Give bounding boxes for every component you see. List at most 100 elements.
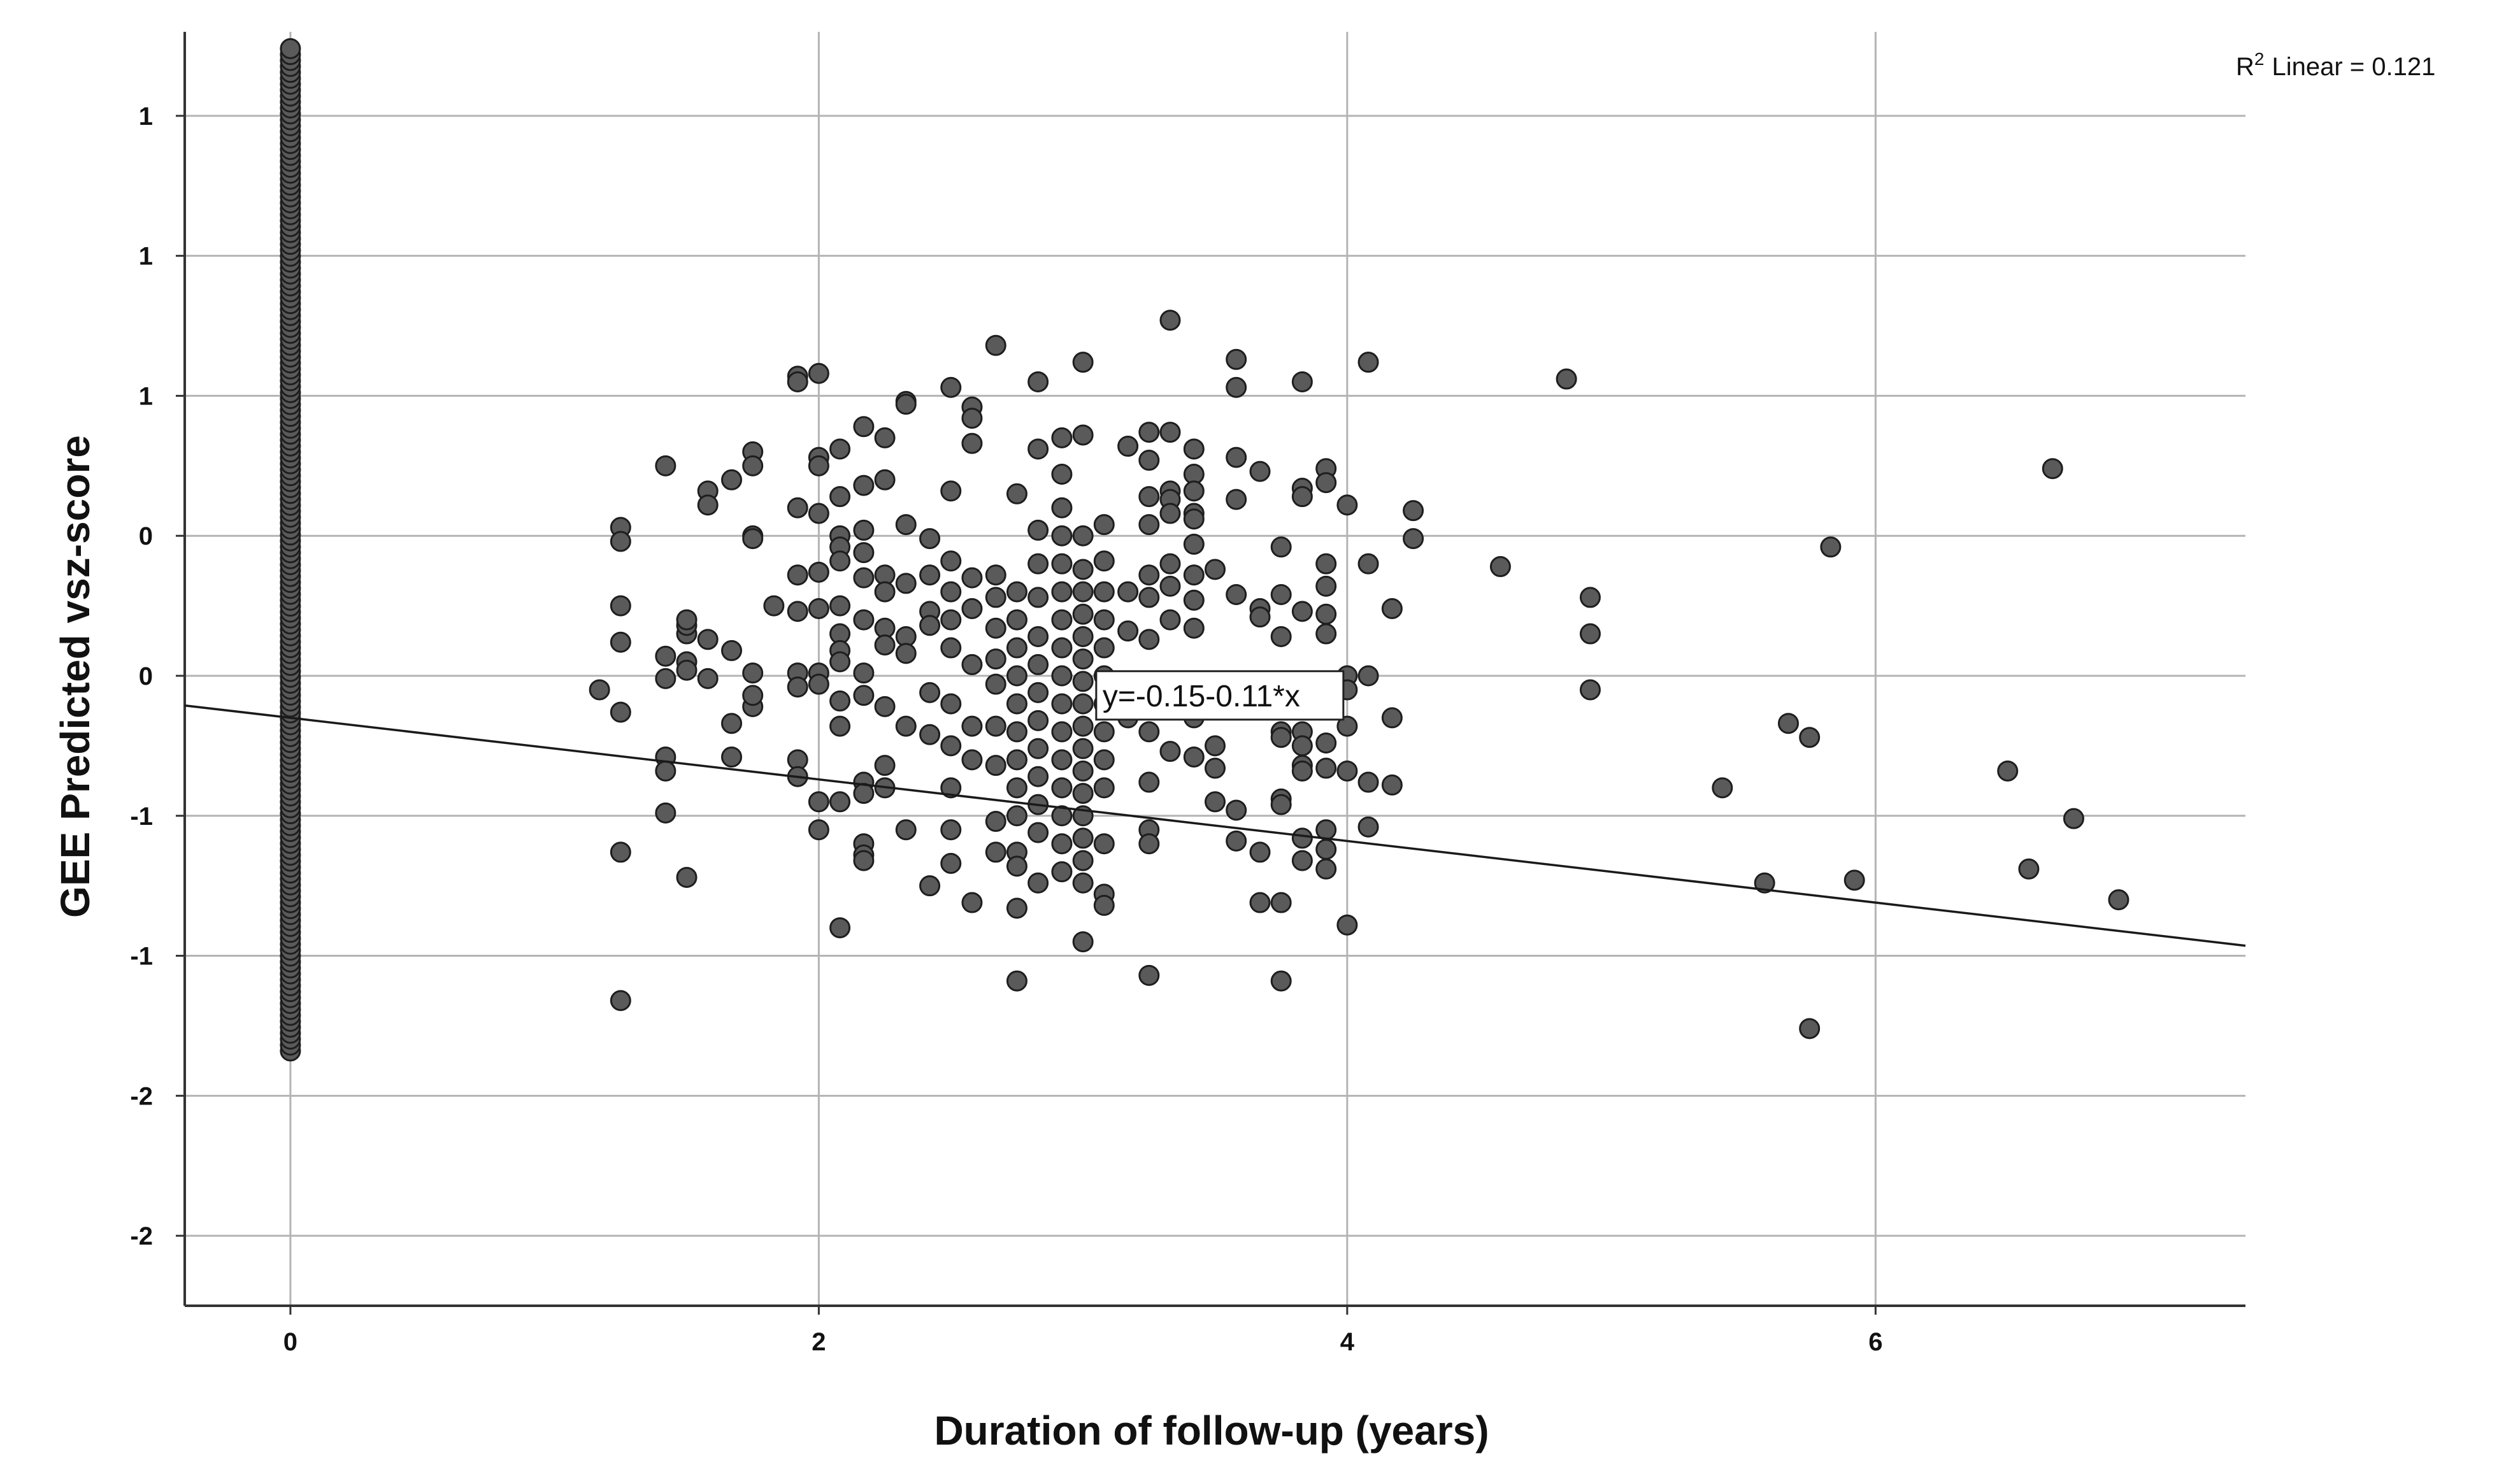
data-point (1072, 352, 1094, 373)
data-point (853, 783, 875, 804)
data-point (1381, 707, 1403, 729)
data-point (985, 673, 1006, 695)
data-point (1027, 519, 1049, 541)
data-point (610, 841, 631, 863)
data-point (1117, 620, 1139, 642)
data-point (610, 531, 631, 552)
data-point (1249, 461, 1271, 482)
data-point (1357, 553, 1379, 575)
data-point (1315, 603, 1337, 625)
data-point (829, 917, 851, 939)
data-point (1226, 584, 1247, 606)
data-point (1183, 438, 1205, 460)
data-point (853, 850, 875, 871)
data-point (1357, 352, 1379, 373)
data-point (874, 469, 896, 490)
data-point (1270, 584, 1292, 606)
y-tick-label: 0 (139, 522, 153, 550)
data-point (1072, 931, 1094, 953)
data-point (1072, 872, 1094, 894)
data-point (1072, 738, 1094, 759)
data-point (1006, 777, 1027, 799)
data-point (1183, 617, 1205, 639)
data-point (808, 455, 829, 476)
r-squared-prefix: R (2236, 53, 2254, 81)
data-point (808, 503, 829, 524)
data-point (655, 802, 677, 824)
data-point (1291, 760, 1313, 782)
y-tick-label: 1 (139, 382, 153, 410)
data-point (1799, 727, 1821, 748)
data-point (1556, 368, 1577, 390)
data-point (1051, 497, 1073, 518)
data-point (1072, 625, 1094, 647)
data-point (1072, 760, 1094, 782)
data-point (1138, 450, 1160, 471)
data-point (1138, 486, 1160, 508)
x-tick-label: 2 (812, 1328, 826, 1356)
data-point (1249, 841, 1271, 863)
data-point (895, 643, 917, 664)
data-point (1093, 514, 1115, 536)
data-point (1093, 749, 1115, 771)
data-point (829, 595, 851, 617)
data-point (655, 668, 677, 689)
data-point (829, 715, 851, 737)
data-point (1226, 830, 1247, 852)
data-point (1315, 819, 1337, 841)
data-point (610, 631, 631, 653)
data-point (1820, 536, 1842, 558)
data-point (853, 542, 875, 564)
y-tick-label: 0 (139, 662, 153, 690)
data-point (985, 587, 1006, 608)
y-tick-label: 1 (139, 243, 153, 271)
data-point (2063, 808, 2084, 829)
data-point (1249, 606, 1271, 628)
data-point (742, 662, 764, 684)
data-point (1072, 603, 1094, 625)
data-point (1489, 556, 1511, 578)
data-point (610, 701, 631, 723)
data-point (1072, 827, 1094, 849)
data-point (1051, 805, 1073, 827)
data-point (940, 550, 962, 572)
data-point (829, 651, 851, 673)
data-point (1138, 564, 1160, 586)
data-point (1027, 766, 1049, 787)
data-point (1051, 464, 1073, 485)
data-point (919, 875, 941, 897)
data-point (1138, 514, 1160, 536)
data-point (1051, 525, 1073, 547)
data-point (808, 597, 829, 619)
y-tick-label: -2 (130, 1222, 153, 1250)
data-point (787, 497, 808, 518)
data-point (961, 654, 983, 675)
data-point (1006, 665, 1027, 687)
data-point (1226, 376, 1247, 398)
data-point (1336, 494, 1358, 516)
data-point (697, 629, 719, 650)
data-point (2042, 458, 2063, 480)
data-point (1249, 892, 1271, 913)
data-point (985, 564, 1006, 586)
data-point (1291, 486, 1313, 508)
data-point (1291, 371, 1313, 392)
data-point (1072, 648, 1094, 670)
y-tick-label: -1 (130, 803, 153, 831)
data-point (1315, 553, 1337, 575)
data-point (1291, 735, 1313, 757)
data-point (853, 416, 875, 438)
data-point (895, 394, 917, 415)
data-point (1117, 581, 1139, 603)
data-point (610, 595, 631, 617)
r-squared-label: R2 Linear = 0.121 (2236, 49, 2435, 81)
data-point (1093, 637, 1115, 659)
data-point (1226, 489, 1247, 510)
data-point (1754, 872, 1775, 894)
data-point (1315, 757, 1337, 779)
data-point (940, 581, 962, 603)
data-point (808, 673, 829, 695)
data-point (919, 724, 941, 745)
data-point (829, 438, 851, 460)
